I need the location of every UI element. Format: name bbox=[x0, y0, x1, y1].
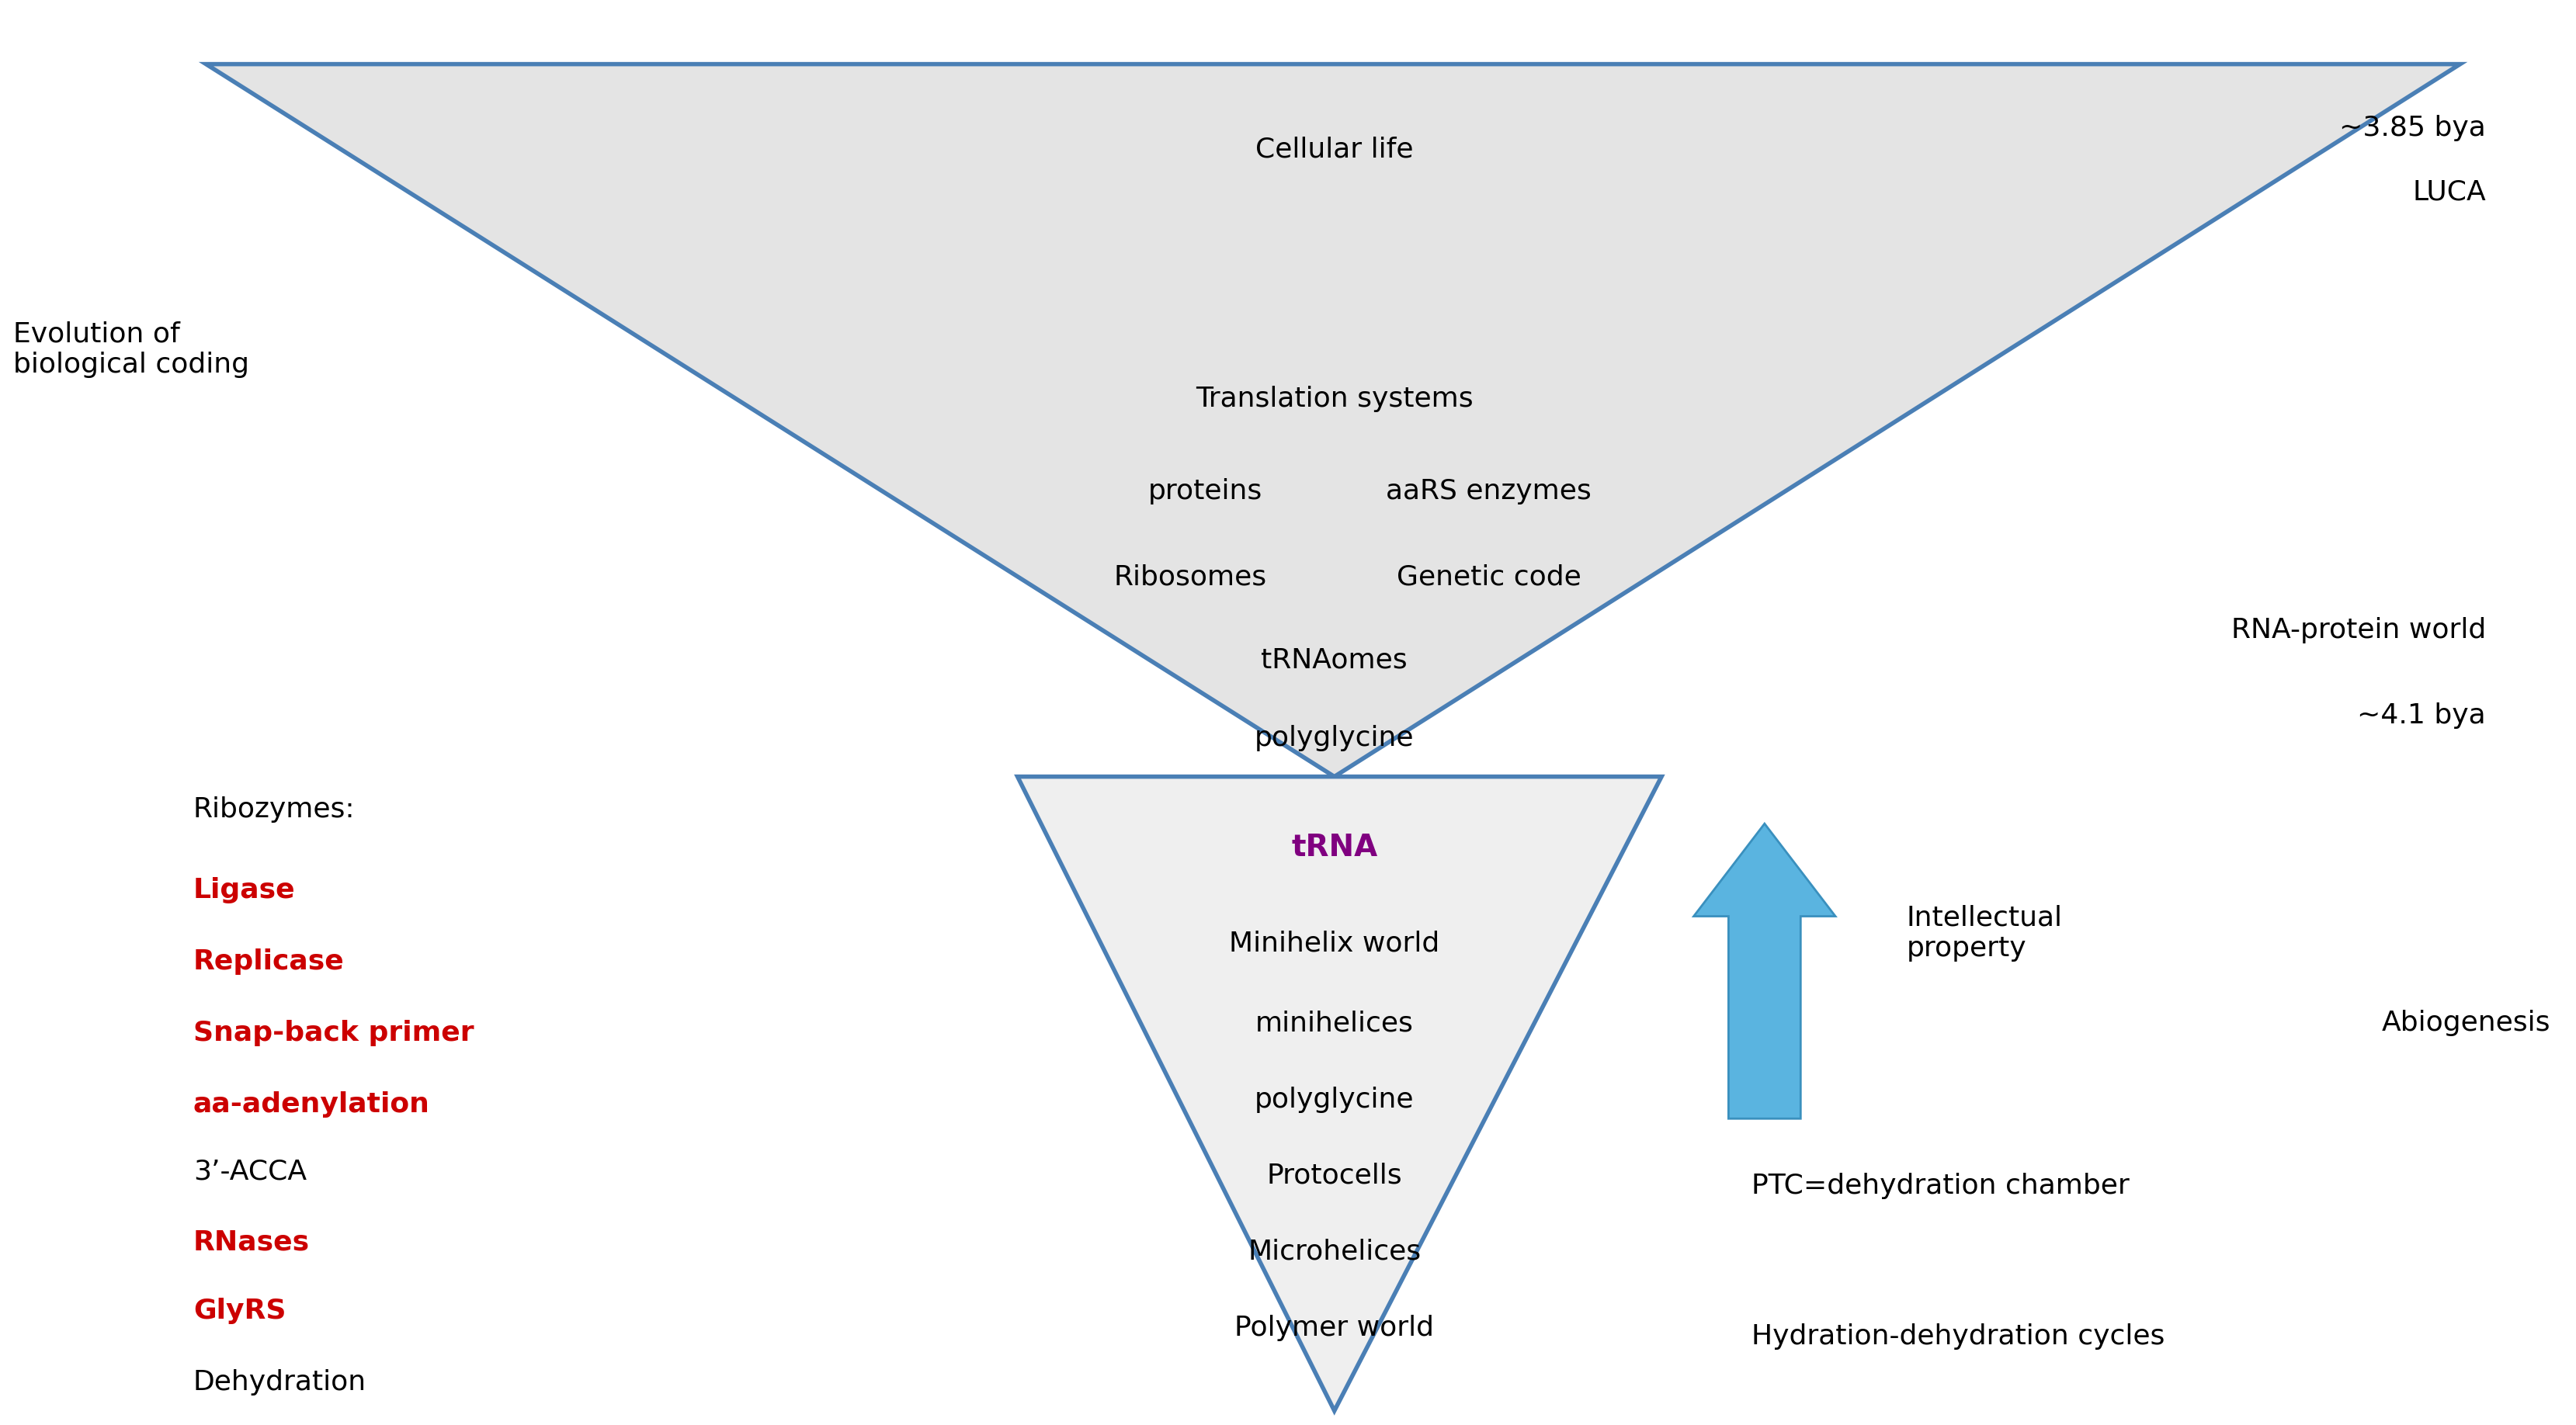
Text: Ribosomes: Ribosomes bbox=[1113, 564, 1267, 590]
Text: PTC=dehydration chamber: PTC=dehydration chamber bbox=[1752, 1173, 2130, 1198]
Text: Cellular life: Cellular life bbox=[1255, 137, 1414, 162]
Text: tRNAomes: tRNAomes bbox=[1262, 647, 1406, 673]
Text: Protocells: Protocells bbox=[1267, 1163, 1401, 1188]
Text: Intellectual
property: Intellectual property bbox=[1906, 905, 2063, 962]
Text: proteins: proteins bbox=[1149, 479, 1262, 504]
Text: RNases: RNases bbox=[193, 1230, 309, 1255]
Text: RNA-protein world: RNA-protein world bbox=[2231, 617, 2486, 643]
Text: Minihelix world: Minihelix world bbox=[1229, 931, 1440, 956]
Text: 3’-ACCA: 3’-ACCA bbox=[193, 1159, 307, 1184]
Text: Ribozymes:: Ribozymes: bbox=[193, 797, 355, 822]
Text: Snap-back primer: Snap-back primer bbox=[193, 1020, 474, 1046]
Text: minihelices: minihelices bbox=[1255, 1010, 1414, 1036]
Text: Replicase: Replicase bbox=[193, 949, 345, 975]
Text: Microhelices: Microhelices bbox=[1247, 1238, 1422, 1264]
Text: aaRS enzymes: aaRS enzymes bbox=[1386, 479, 1592, 504]
Text: ~3.85 bya: ~3.85 bya bbox=[2339, 115, 2486, 141]
Text: Dehydration: Dehydration bbox=[193, 1369, 366, 1395]
Text: Evolution of
biological coding: Evolution of biological coding bbox=[13, 321, 250, 378]
Text: Polymer world: Polymer world bbox=[1234, 1315, 1435, 1341]
Text: polyglycine: polyglycine bbox=[1255, 725, 1414, 751]
Polygon shape bbox=[1018, 777, 1662, 1411]
Text: tRNA: tRNA bbox=[1291, 834, 1378, 862]
Text: Ligase: Ligase bbox=[193, 878, 296, 903]
Text: aa-adenylation: aa-adenylation bbox=[193, 1092, 430, 1117]
Text: Hydration-dehydration cycles: Hydration-dehydration cycles bbox=[1752, 1324, 2164, 1349]
Text: Genetic code: Genetic code bbox=[1396, 564, 1582, 590]
Polygon shape bbox=[206, 64, 2460, 777]
Text: ~4.1 bya: ~4.1 bya bbox=[2357, 703, 2486, 728]
Text: GlyRS: GlyRS bbox=[193, 1298, 286, 1324]
Text: Abiogenesis: Abiogenesis bbox=[2380, 1010, 2550, 1036]
FancyArrow shape bbox=[1695, 824, 1834, 1119]
Text: LUCA: LUCA bbox=[2411, 180, 2486, 205]
Text: Translation systems: Translation systems bbox=[1195, 386, 1473, 412]
Text: polyglycine: polyglycine bbox=[1255, 1087, 1414, 1113]
